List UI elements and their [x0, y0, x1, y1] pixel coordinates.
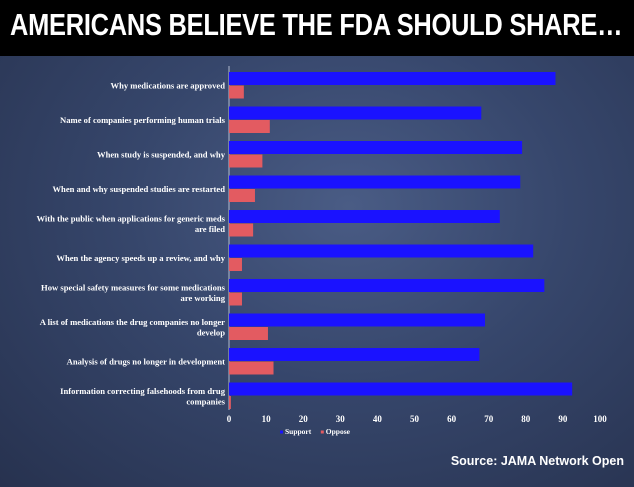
category-label: When the agency speeds up a review, and … — [56, 253, 225, 263]
chart-title: AMERICANS BELIEVE THE FDA SHOULD SHARE… — [10, 7, 623, 42]
category-label: Why medications are approved — [110, 81, 225, 91]
category-label: When study is suspended, and why — [97, 150, 226, 160]
legend-swatch-oppose — [320, 430, 324, 434]
title-bar: AMERICANS BELIEVE THE FDA SHOULD SHARE… — [0, 0, 634, 56]
oppose-bar — [229, 258, 242, 271]
x-tick-label: 60 — [447, 414, 457, 424]
oppose-bar — [229, 327, 268, 340]
x-tick-label: 90 — [558, 414, 568, 424]
category-label: companies — [186, 396, 225, 406]
legend-label: Oppose — [326, 427, 351, 436]
legend-swatch-support — [280, 430, 283, 434]
support-bar — [229, 279, 545, 292]
x-tick-label: 80 — [521, 414, 531, 424]
source-credit: Source: JAMA Network Open — [450, 454, 624, 468]
category-label: A list of medications the drug companies… — [40, 317, 225, 327]
category-label: Name of companies performing human trial… — [60, 115, 226, 125]
x-tick-label: 10 — [262, 414, 272, 424]
legend-label: Support — [285, 427, 312, 436]
oppose-bar — [229, 292, 242, 306]
support-bar — [229, 244, 534, 258]
oppose-bar — [229, 396, 231, 409]
support-bar — [229, 175, 521, 189]
x-tick-label: 70 — [484, 414, 494, 424]
support-bar — [229, 210, 500, 223]
oppose-bar — [229, 189, 255, 202]
x-tick-label: 0 — [227, 414, 232, 424]
category-label: With the public when applications for ge… — [36, 213, 225, 223]
x-tick-label: 30 — [336, 414, 346, 424]
oppose-bar — [229, 361, 274, 375]
category-label: How special safety measures for some med… — [41, 282, 226, 292]
category-label: Information correcting falsehoods from d… — [60, 386, 226, 396]
chart-panel: Why medications are approved Name of comp… — [0, 56, 634, 487]
x-tick-label: 40 — [373, 414, 383, 424]
oppose-bar — [229, 85, 244, 99]
oppose-bar — [229, 223, 254, 237]
category-label: are working — [181, 293, 226, 303]
oppose-bar — [229, 154, 263, 168]
support-bar — [229, 382, 573, 396]
support-bar — [229, 141, 523, 154]
support-bar — [229, 313, 485, 327]
support-bar — [229, 348, 480, 361]
support-bar — [229, 106, 482, 120]
x-tick-label: 100 — [593, 414, 607, 424]
category-label: When and why suspended studies are resta… — [52, 184, 225, 194]
category-label: Analysis of drugs no longer in developme… — [67, 357, 226, 367]
oppose-bar — [229, 120, 270, 133]
bar-chart: Why medications are approved Name of comp… — [36, 66, 607, 436]
support-bar — [229, 72, 556, 85]
x-tick-label: 50 — [410, 414, 420, 424]
x-tick-label: 20 — [299, 414, 309, 424]
category-label: are filed — [195, 224, 225, 234]
category-label: develop — [197, 327, 225, 337]
